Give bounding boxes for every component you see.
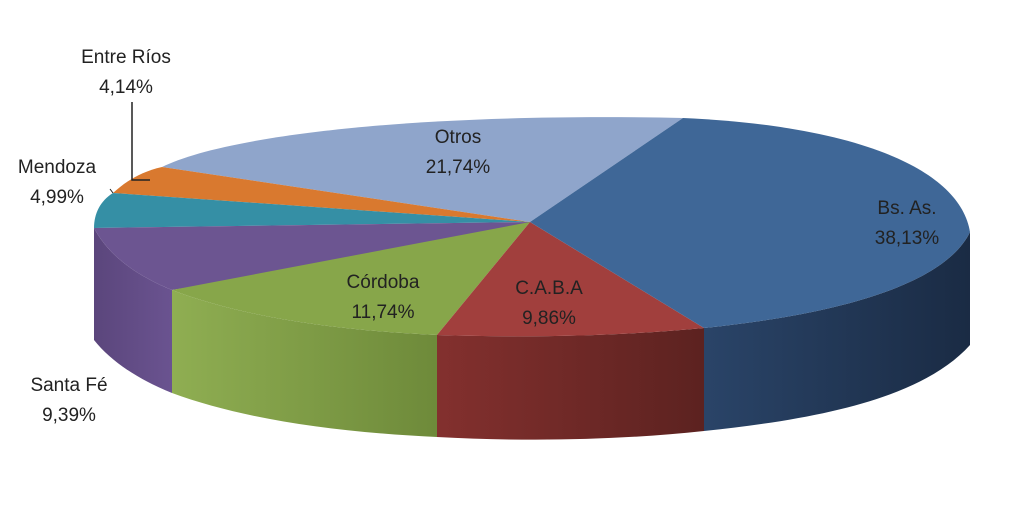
slice-side-cordoba <box>172 290 437 437</box>
slice-entre-rios <box>113 167 530 222</box>
label-name-otros: Otros <box>435 127 481 148</box>
label-value-cordoba: 11,74% <box>351 302 414 323</box>
leader-line-mendoza <box>109 188 114 194</box>
leader-line-entre-rios <box>131 102 150 181</box>
slice-side-caba <box>437 328 704 440</box>
label-name-entre-rios: Entre Ríos <box>81 47 171 68</box>
label-value-bsas: 38,13% <box>875 228 940 249</box>
slice-side-santa-fe <box>94 228 172 393</box>
label-name-caba: C.A.B.A <box>515 278 583 299</box>
label-value-santa-fe: 9,39% <box>42 405 96 426</box>
label-name-bsas: Bs. As. <box>877 198 936 219</box>
label-name-cordoba: Córdoba <box>347 272 420 293</box>
label-name-mendoza: Mendoza <box>18 157 97 178</box>
pie-sides <box>94 228 970 440</box>
label-name-santa-fe: Santa Fé <box>30 375 107 396</box>
label-value-mendoza: 4,99% <box>30 187 84 208</box>
slice-otros <box>162 117 683 222</box>
slice-mendoza <box>94 193 530 228</box>
pie-tops <box>94 117 970 337</box>
slice-side-bsas <box>704 232 970 431</box>
slice-bsas <box>530 118 970 328</box>
label-value-otros: 21,74% <box>426 157 491 178</box>
slice-santa-fe <box>94 222 530 290</box>
slice-cordoba <box>172 222 530 335</box>
slice-caba <box>437 222 704 337</box>
label-value-caba: 9,86% <box>522 308 576 329</box>
label-value-entre-rios: 4,14% <box>99 77 153 98</box>
